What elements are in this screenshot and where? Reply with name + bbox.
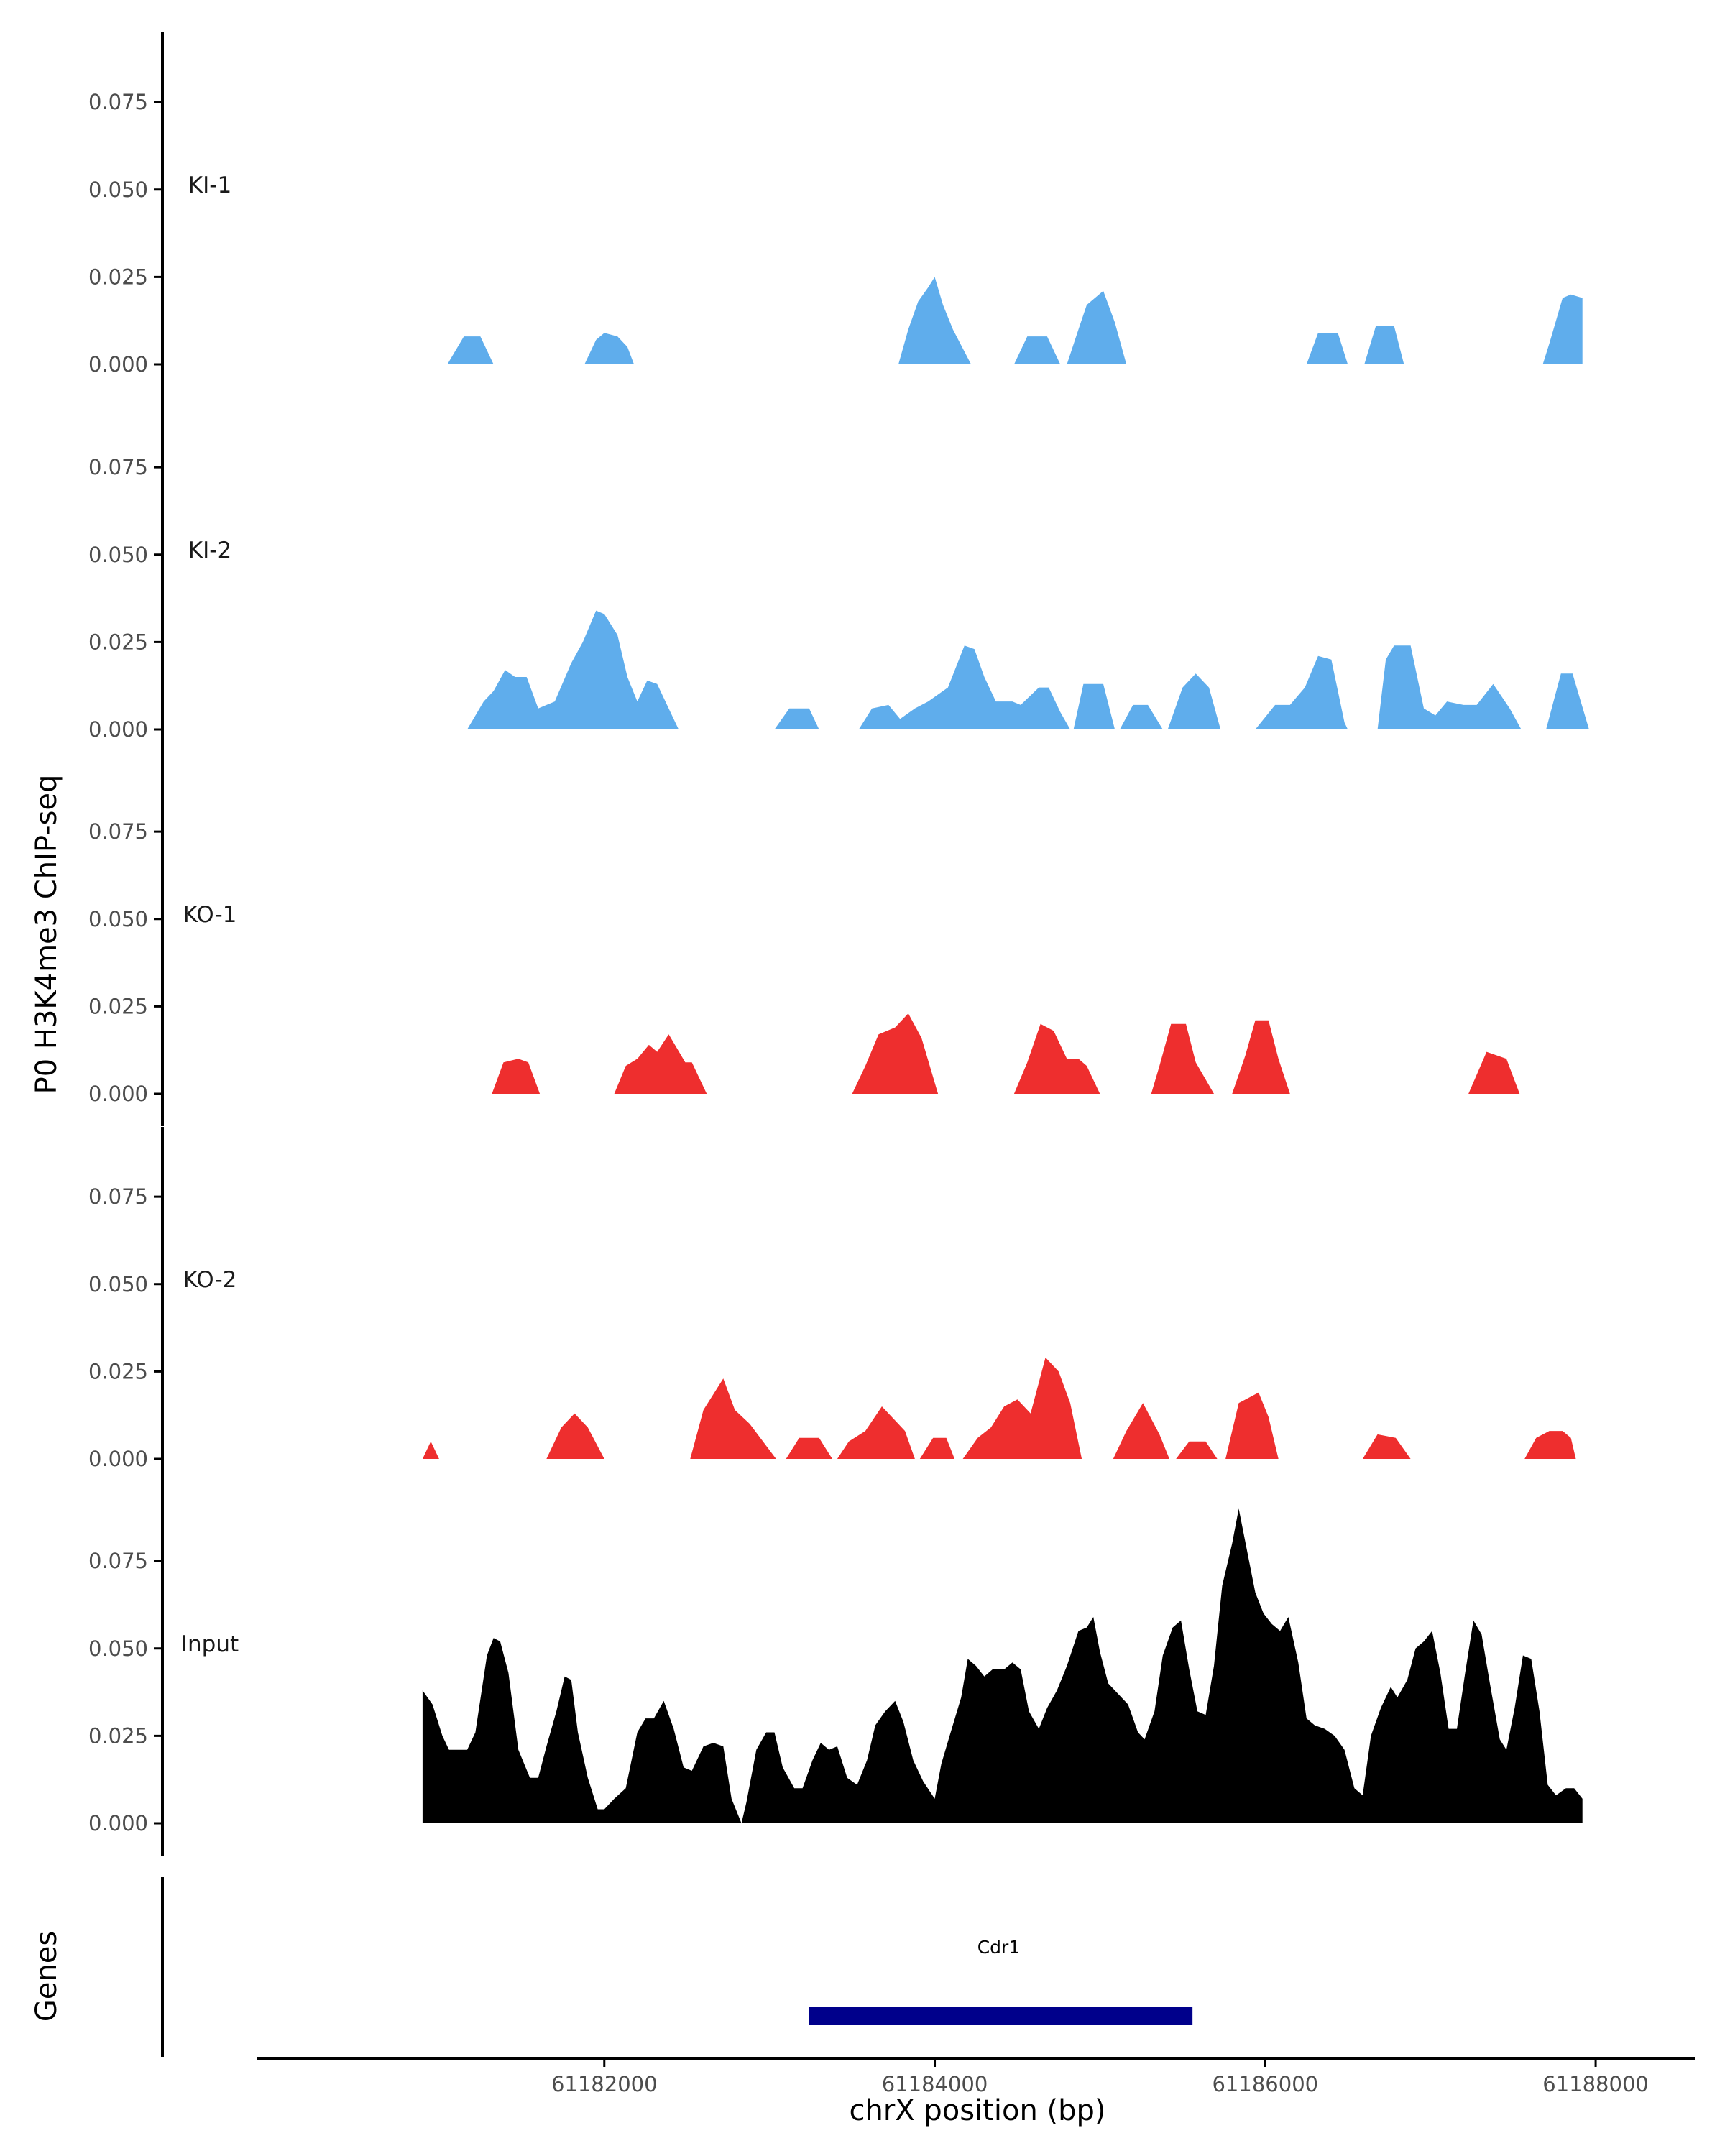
track-label-ki-2: KI-2 [188, 538, 231, 563]
y-tick-label-ki-2: 0.000 [88, 717, 148, 742]
y-tick-label-ki-2: 0.050 [88, 543, 148, 567]
signal-area-ko-1 [492, 1013, 1520, 1094]
signal-area-input [422, 1508, 1583, 1823]
track-panel-ki-2: 0.000 0.025 0.050 0.075 KI-2 [88, 397, 1589, 762]
track-label-input: Input [181, 1631, 239, 1657]
gene-label-cdr1: Cdr1 [978, 1937, 1021, 1958]
y-tick-label-ko-1: 0.075 [88, 819, 148, 844]
y-axis-title: P0 H3K4me3 ChIP-seq [30, 775, 63, 1095]
y-tick-label-input: 0.000 [88, 1811, 148, 1835]
y-tick-label-ko-2: 0.075 [88, 1184, 148, 1209]
signal-area-ki-1 [447, 277, 1583, 364]
gene-bar-cdr1 [809, 2007, 1193, 2025]
y-tick-label-input: 0.075 [88, 1549, 148, 1573]
y-tick-label-input: 0.025 [88, 1723, 148, 1748]
track-label-ko-2: KO-2 [183, 1267, 237, 1293]
gene-track-title: Genes [30, 1931, 63, 2022]
y-tick-label-ki-1: 0.050 [88, 178, 148, 202]
y-tick-label-ki-2: 0.025 [88, 630, 148, 654]
y-tick-label-ki-2: 0.075 [88, 455, 148, 479]
gene-track-panel: Cdr1 [161, 1877, 1193, 2057]
y-tick-label-ki-1: 0.075 [88, 90, 148, 114]
x-tick-label: 61184000 [882, 2072, 988, 2096]
signal-area-ko-2 [422, 1357, 1576, 1459]
track-panel-ki-1: 0.000 0.025 0.050 0.075 KI-1 [88, 32, 1583, 397]
y-tick-label-ko-1: 0.050 [88, 907, 148, 931]
x-tick-label: 61186000 [1212, 2072, 1318, 2096]
signal-area-ki-2 [467, 610, 1589, 729]
y-tick-label-ko-2: 0.000 [88, 1447, 148, 1471]
track-panel-input: 0.000 0.025 0.050 0.075 Input [88, 1491, 1583, 1856]
x-tick-label: 61182000 [551, 2072, 658, 2096]
y-tick-label-input: 0.050 [88, 1636, 148, 1661]
track-label-ki-1: KI-1 [188, 172, 231, 198]
y-tick-label-ko-2: 0.025 [88, 1359, 148, 1383]
x-tick-label: 61188000 [1542, 2072, 1649, 2096]
y-tick-label-ko-2: 0.050 [88, 1272, 148, 1296]
x-axis-title: chrX position (bp) [849, 2094, 1105, 2127]
track-label-ko-1: KO-1 [183, 902, 237, 928]
track-panel-ko-1: 0.000 0.025 0.050 0.075 KO-1 [88, 762, 1520, 1126]
x-axis: 61182000 61184000 61186000 61188000 [257, 2057, 1695, 2096]
y-tick-label-ko-1: 0.025 [88, 994, 148, 1018]
chip-seq-panels: 0.0000.0250.0500.075KI-10.0000.0250.0500… [88, 32, 1589, 1856]
track-panel-ko-2: 0.000 0.025 0.050 0.075 KO-2 [88, 1127, 1576, 1491]
y-tick-label-ki-1: 0.000 [88, 352, 148, 377]
y-tick-label-ki-1: 0.025 [88, 264, 148, 289]
y-tick-label-ko-1: 0.000 [88, 1082, 148, 1106]
